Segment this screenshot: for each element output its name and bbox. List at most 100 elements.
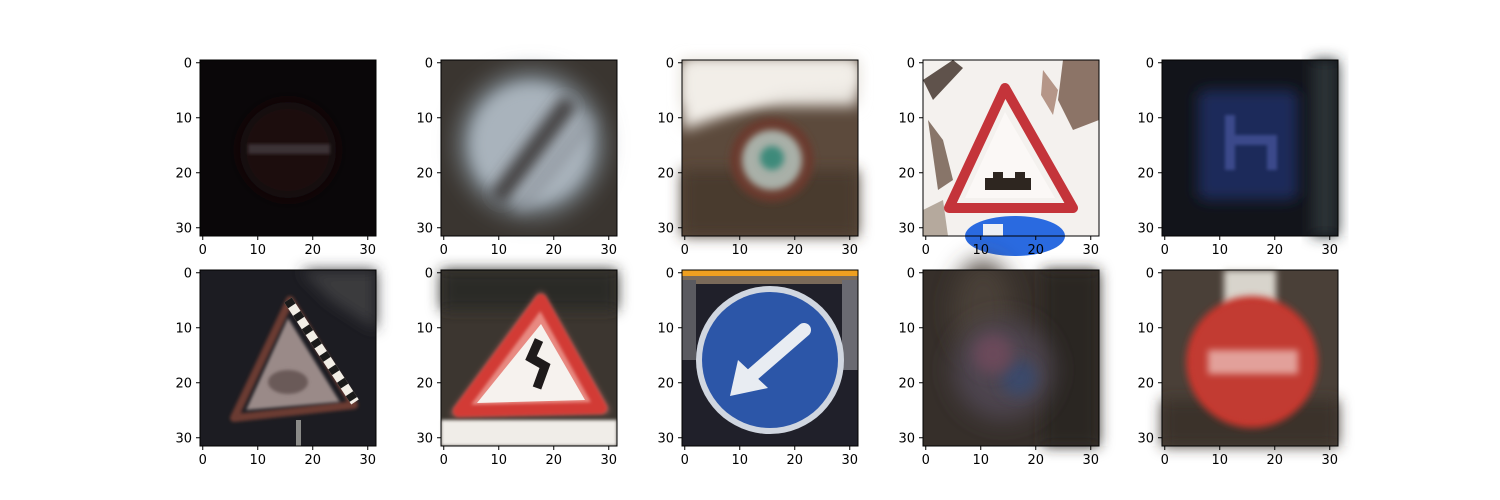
- sign-image: [682, 270, 858, 446]
- y-tick-label: 20: [898, 376, 915, 391]
- axes-r1c2: 0 0 10 10 20 20 30 30: [657, 266, 859, 468]
- panel-r0c1: [441, 60, 617, 236]
- x-tick-label: 30: [1321, 453, 1338, 468]
- y-tick-label: 0: [666, 56, 674, 71]
- panel-r0c0: [200, 60, 376, 236]
- x-tick-label: 20: [304, 243, 321, 258]
- panel-r0c4: [1162, 60, 1338, 236]
- y-tick-label: 20: [416, 166, 433, 181]
- panel-r1c2: [682, 270, 858, 446]
- y-tick-label: 0: [1146, 266, 1154, 281]
- y-tick-label: 20: [1137, 376, 1154, 391]
- x-tick-label: 10: [731, 453, 748, 468]
- x-tick-label: 30: [359, 243, 376, 258]
- y-tick-label: 30: [657, 431, 674, 446]
- x-tick-label: 20: [786, 243, 803, 258]
- y-tick-label: 10: [416, 321, 433, 336]
- y-tick-label: 30: [1137, 431, 1154, 446]
- x-tick-label: 20: [545, 243, 562, 258]
- axes-r0c3: 0 0 10 10 20 20 30 30: [898, 56, 1100, 258]
- y-tick-label: 30: [175, 431, 192, 446]
- y-tick-label: 10: [1137, 321, 1154, 336]
- axes-r1c3: 0 0 10 10 20 20 30 30: [898, 266, 1100, 468]
- x-tick-label: 30: [841, 243, 858, 258]
- y-tick-label: 10: [898, 111, 915, 126]
- y-tick-label: 10: [1137, 111, 1154, 126]
- y-tick-label: 10: [175, 111, 192, 126]
- y-tick-label: 30: [416, 221, 433, 236]
- y-tick-label: 30: [416, 431, 433, 446]
- x-tick-label: 20: [786, 453, 803, 468]
- y-tick-label: 0: [907, 56, 915, 71]
- y-tick-label: 10: [416, 111, 433, 126]
- sign-image: [200, 270, 376, 446]
- axes-r0c1: 0 0 10 10 20 20 30 30: [416, 56, 618, 258]
- axes-r0c4: 0 0 10 10 20 20 30 30: [1137, 56, 1339, 258]
- y-tick-label: 20: [175, 166, 192, 181]
- x-tick-label: 20: [304, 453, 321, 468]
- x-tick-label: 0: [1161, 453, 1169, 468]
- y-tick-label: 20: [898, 166, 915, 181]
- axes-frame: [440, 59, 618, 237]
- axes-frame: [1161, 59, 1339, 237]
- axes-r1c0: 0 0 10 10 20 20 30 30: [175, 266, 377, 468]
- axes-frame: [681, 59, 859, 237]
- axes-r1c1: 0 0 10 10 20 20 30 30: [416, 266, 618, 468]
- x-tick-label: 0: [922, 453, 930, 468]
- x-tick-label: 30: [359, 453, 376, 468]
- sign-image: [923, 260, 1099, 446]
- axes-r1c4: 0 0 10 10 20 20 30 30: [1137, 266, 1339, 468]
- x-tick-label: 0: [1161, 243, 1169, 258]
- y-tick-label: 20: [657, 166, 674, 181]
- y-tick-label: 30: [175, 221, 192, 236]
- y-tick-label: 0: [425, 56, 433, 71]
- x-tick-label: 0: [681, 243, 689, 258]
- x-tick-label: 20: [1266, 453, 1283, 468]
- panel-r0c2: [682, 60, 858, 236]
- x-tick-label: 10: [972, 453, 989, 468]
- x-tick-label: 10: [731, 243, 748, 258]
- x-tick-label: 20: [1266, 243, 1283, 258]
- axes-frame: [199, 59, 377, 237]
- x-tick-label: 0: [199, 453, 207, 468]
- y-tick-label: 20: [657, 376, 674, 391]
- x-tick-label: 10: [490, 453, 507, 468]
- sign-image: [441, 60, 617, 236]
- y-tick-label: 0: [907, 266, 915, 281]
- axes-frame: [922, 269, 1100, 447]
- sign-image: [1162, 60, 1338, 236]
- x-tick-label: 20: [1027, 243, 1044, 258]
- sign-image: [923, 60, 1099, 256]
- y-tick-label: 30: [657, 221, 674, 236]
- x-tick-label: 10: [249, 453, 266, 468]
- y-tick-label: 20: [175, 376, 192, 391]
- axes-frame: [440, 269, 618, 447]
- axes-frame: [199, 269, 377, 447]
- axes-frame: [1161, 269, 1339, 447]
- x-tick-label: 30: [1321, 243, 1338, 258]
- y-tick-label: 30: [898, 221, 915, 236]
- x-tick-label: 30: [600, 453, 617, 468]
- panel-r1c1: [441, 270, 617, 446]
- x-tick-label: 0: [681, 453, 689, 468]
- x-tick-label: 30: [1082, 453, 1099, 468]
- y-tick-label: 20: [1137, 166, 1154, 181]
- panel-r1c4: [1162, 270, 1338, 446]
- y-tick-label: 10: [175, 321, 192, 336]
- y-tick-label: 0: [666, 266, 674, 281]
- y-tick-label: 20: [416, 376, 433, 391]
- x-tick-label: 0: [440, 243, 448, 258]
- y-tick-label: 30: [898, 431, 915, 446]
- axes-layer: 0010102020303000101020203030001010202030…: [175, 56, 1339, 468]
- sign-image: [200, 60, 376, 236]
- panel-r1c0: [200, 270, 376, 446]
- axes-frame: [922, 59, 1100, 237]
- y-tick-label: 0: [425, 266, 433, 281]
- axes-r0c0: 0 0 10 10 20 20 30 30: [175, 56, 377, 258]
- x-tick-label: 0: [922, 243, 930, 258]
- x-tick-label: 10: [249, 243, 266, 258]
- x-tick-label: 10: [1211, 243, 1228, 258]
- y-tick-label: 0: [184, 266, 192, 281]
- panel-r1c3: [923, 260, 1099, 446]
- sign-image: [441, 270, 617, 446]
